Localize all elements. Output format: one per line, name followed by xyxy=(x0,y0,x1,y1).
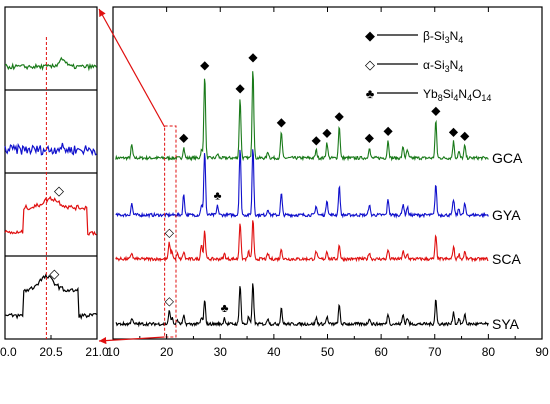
phase-marker: ◆ xyxy=(431,104,441,118)
inset-trace xyxy=(4,273,97,320)
legend-label-subscript: 4 xyxy=(453,93,458,103)
series-label: SYA xyxy=(492,316,520,332)
phase-marker: ◆ xyxy=(277,115,287,129)
phase-marker: ◆ xyxy=(248,50,258,64)
inset-trace xyxy=(4,56,98,72)
x-tick-label: 70 xyxy=(428,345,442,359)
legend-label-subscript: 4 xyxy=(458,35,463,45)
legend-label-text: α-Si xyxy=(423,58,445,72)
inset-traces: ◇◇ xyxy=(4,37,98,339)
x-tick-label: 40 xyxy=(267,345,281,359)
x-tick-label: 30 xyxy=(214,345,228,359)
phase-marker: ◆ xyxy=(383,123,393,137)
legend-marker: ♣ xyxy=(366,86,375,101)
inset-x-tick-label: 21.0 xyxy=(85,345,109,359)
legend-label-subscript: 3 xyxy=(445,35,450,45)
x-tick-label: 80 xyxy=(482,345,496,359)
phase-marker: ◇ xyxy=(165,294,175,308)
inset-x-tick-label: 20.0 xyxy=(0,345,17,359)
legend-label-subscript: 8 xyxy=(438,93,443,103)
phase-marker: ◆ xyxy=(179,131,189,145)
phase-marker: ◆ xyxy=(322,125,332,139)
legend-label: β-Si3N4 xyxy=(423,29,463,45)
legend-label-text: Si xyxy=(443,87,454,101)
legend-marker: ◇ xyxy=(365,57,375,72)
inset-x-tick-label: 20.5 xyxy=(39,345,63,359)
x-tick-label: 50 xyxy=(321,345,335,359)
legend-label-text: N xyxy=(450,29,459,43)
inset-trace xyxy=(4,142,97,157)
series-line xyxy=(115,283,489,328)
series-line xyxy=(115,71,489,162)
zoom-connector-top xyxy=(98,8,166,128)
phase-marker: ◆ xyxy=(335,109,345,123)
series-line xyxy=(115,220,489,263)
phase-marker: ◆ xyxy=(460,129,470,143)
phase-marker: ◇ xyxy=(165,225,175,239)
phase-marker: ◆ xyxy=(365,131,375,145)
x-tick-label: 90 xyxy=(535,345,549,359)
phase-marker: ◆ xyxy=(312,133,322,147)
phase-marker: ◆ xyxy=(200,58,210,72)
zoom-region-box xyxy=(164,125,177,338)
phase-markers: ◆◆◆◆◆◆◆◆◆◆◆◆ ◆♣◇◇ ♣ xyxy=(165,50,470,315)
zoom-connectors xyxy=(98,8,166,345)
legend-label-subscript: 4 xyxy=(458,64,463,74)
legend-label-text: β-Si xyxy=(423,29,445,43)
phase-marker: ♣ xyxy=(221,301,229,315)
inset-x-axis: 20.0 20.5 21.0 xyxy=(0,335,109,359)
legend-label-subscript: 14 xyxy=(481,93,491,103)
x-tick-label: 20 xyxy=(160,345,174,359)
inset-phase-marker: ◇ xyxy=(54,183,64,198)
legend-label-subscript: 3 xyxy=(445,64,450,74)
main-x-axis: 10 20 30 40 50 60 70 80 90 xyxy=(106,7,549,359)
series-line xyxy=(115,149,489,219)
phase-marker: ♣ xyxy=(214,189,222,203)
legend-label-text: Yb xyxy=(423,87,438,101)
series-label: GYA xyxy=(492,207,521,223)
zoom-connector-bottom xyxy=(98,336,165,345)
legend-label-text: N xyxy=(450,58,459,72)
phase-marker: ◆ xyxy=(235,81,245,95)
inset-trace xyxy=(4,195,97,237)
phase-marker: ◆ xyxy=(449,124,459,138)
legend: ◆ β-Si3N4◇ α-Si3N4♣ Yb8Si4N4O14 xyxy=(365,28,491,103)
legend-marker: ◆ xyxy=(365,28,375,43)
legend-label-text: O xyxy=(472,87,481,101)
legend-label: α-Si3N4 xyxy=(423,58,463,74)
main-traces: GCA GYA SCA SYA xyxy=(115,71,523,338)
series-label: SCA xyxy=(492,251,521,267)
x-tick-label: 60 xyxy=(374,345,388,359)
x-tick-label: 10 xyxy=(106,345,120,359)
legend-label-text: N xyxy=(458,87,467,101)
legend-label: Yb8Si4N4O14 xyxy=(423,87,491,103)
legend-label-subscript: 4 xyxy=(467,93,472,103)
inset-phase-marker: ◇ xyxy=(49,266,59,281)
series-label: GCA xyxy=(492,150,523,166)
